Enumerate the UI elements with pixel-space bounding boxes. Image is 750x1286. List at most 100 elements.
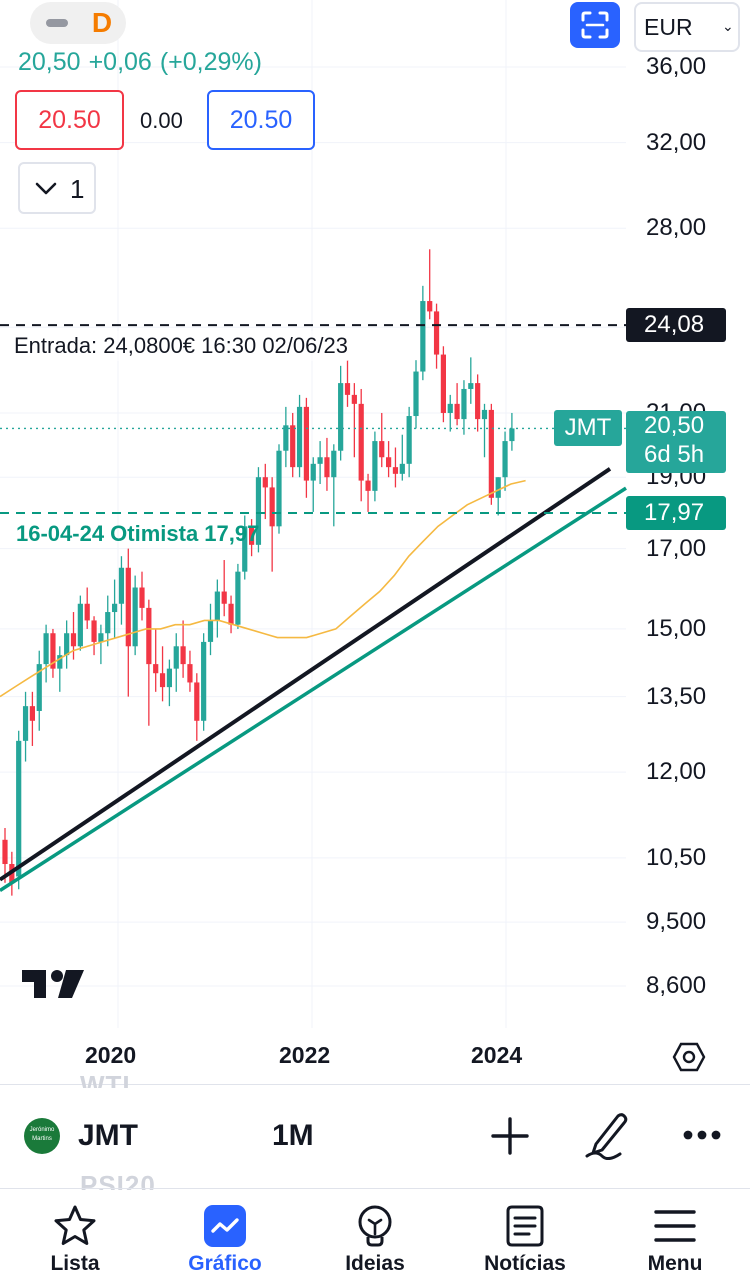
candle-body (118, 567, 125, 604)
candle-body (406, 416, 412, 464)
price-axis-label: 36,00 (646, 53, 707, 80)
candle-body (207, 620, 214, 642)
candle-body (98, 633, 104, 642)
candle-body (351, 394, 357, 404)
entry-line-label: Entrada: 24,0800€ 16:30 02/06/23 (14, 331, 348, 362)
candle-body (105, 612, 111, 634)
candle-body (29, 706, 35, 721)
price-chart[interactable] (0, 0, 750, 1084)
candle-body (201, 641, 207, 721)
interval-mode-letter[interactable]: D (91, 7, 113, 38)
candle-body (344, 383, 351, 395)
candle-body (296, 406, 303, 468)
buy-button[interactable]: 20.50 (207, 90, 315, 150)
currency-select[interactable]: EUR ⌄ (634, 2, 740, 52)
candle-body (392, 467, 399, 474)
nav-item-menu[interactable]: Menu (600, 1196, 750, 1286)
candle-body (194, 682, 200, 721)
chart-settings-icon[interactable] (672, 1040, 706, 1074)
menu-icon (654, 1210, 696, 1242)
sell-button[interactable]: 20.50 (15, 90, 124, 150)
candle-body (461, 388, 467, 420)
more-options-icon[interactable] (682, 1128, 722, 1142)
candle-body (447, 403, 453, 413)
candle-body (70, 633, 77, 647)
candle-body (64, 633, 70, 656)
price-axis-label: 17,00 (646, 534, 707, 562)
adjacent-symbol-above[interactable]: WTI (80, 1070, 131, 1088)
candle-body (22, 706, 29, 741)
lightbulb-icon (358, 1205, 392, 1247)
candle-body (262, 477, 268, 488)
currency-value: EUR (644, 14, 693, 40)
candle-body (331, 450, 337, 478)
last-price-tag: 20,50 6d 5h (626, 411, 726, 474)
candle-body (269, 487, 275, 527)
candle-body (43, 633, 49, 665)
nav-item-lista[interactable]: Lista (0, 1196, 150, 1286)
candle-body (509, 428, 515, 442)
target-price-tag: 17,97 (626, 495, 726, 530)
candle-body (488, 409, 494, 498)
candle-body (50, 633, 56, 669)
quantity-selector[interactable]: 1 (18, 162, 96, 214)
spread-value: 0.00 (140, 108, 183, 133)
candle-body (440, 354, 446, 413)
candle-body (358, 403, 364, 481)
price-axis-label: 32,00 (646, 128, 707, 156)
price-axis-label: 8,600 (646, 972, 707, 999)
candle-body (249, 526, 255, 545)
fullscreen-button[interactable] (570, 2, 620, 48)
symbol-logo[interactable]: Jerónimo Martins (24, 1118, 60, 1154)
candle-body (317, 457, 323, 464)
symbol-name[interactable]: JMT (78, 1119, 138, 1152)
plus-icon[interactable] (490, 1116, 530, 1156)
interval-mode-toggle[interactable]: D (30, 2, 126, 44)
candle-body (310, 463, 316, 481)
candle-body (159, 673, 166, 688)
candle-body (112, 603, 118, 613)
price-axis-label: 10,50 (646, 843, 707, 871)
candle-body (91, 620, 97, 642)
nav-label: Menu (647, 1252, 703, 1275)
candle-body (235, 571, 241, 625)
candle-body (228, 603, 234, 625)
candle-body (132, 587, 138, 647)
collapse-icon[interactable] (46, 19, 68, 27)
tradingview-logo-icon[interactable] (22, 968, 84, 1000)
candle-body (420, 301, 426, 372)
time-axis-label: 2024 (471, 1042, 523, 1068)
candle-body (324, 457, 330, 478)
candle-body (180, 646, 186, 665)
candle-body (481, 409, 488, 420)
candle-body (283, 425, 289, 451)
candle-body (399, 463, 405, 474)
candle-body (468, 383, 474, 389)
price-axis-label: 28,00 (646, 214, 707, 242)
adjacent-symbol-below[interactable]: PSI20 (80, 1170, 156, 1190)
interval-selector[interactable]: 1M (272, 1119, 314, 1152)
price-axis-label: 9,500 (646, 908, 707, 936)
quantity-value: 1 (70, 174, 85, 204)
candle-body (386, 457, 392, 468)
entry-price-tag: 24,08 (626, 308, 726, 343)
nav-item-ideias[interactable]: Ideias (300, 1196, 450, 1286)
target-line-label: 16-04-24 Otimista 17,97 (16, 520, 260, 546)
nav-item-noticias[interactable]: Notícias (450, 1196, 600, 1286)
last-price-tag-value: 20,50 (644, 412, 705, 440)
chevron-down-icon: ⌄ (722, 18, 734, 34)
price-change-pct: (+0,29%) (159, 48, 262, 76)
price-summary: 20,50 +0,06 (+0,29%) (18, 48, 270, 77)
price-axis-label: 12,00 (646, 758, 707, 786)
chart-area[interactable]: D 20,50 +0,06 (+0,29%) 20.50 0.00 20.50 1 … (0, 0, 750, 1084)
candle-body (365, 480, 371, 491)
candle-body (125, 567, 131, 647)
candle-body (36, 664, 42, 711)
nav-item-grafico[interactable]: Gráfico (150, 1196, 300, 1286)
candle-body (2, 839, 8, 865)
drawing-tool-icon[interactable] (584, 1110, 630, 1160)
chart-icon (204, 1205, 246, 1247)
candle-body (338, 383, 344, 451)
candle-body (173, 646, 179, 669)
candle-body (255, 477, 262, 545)
